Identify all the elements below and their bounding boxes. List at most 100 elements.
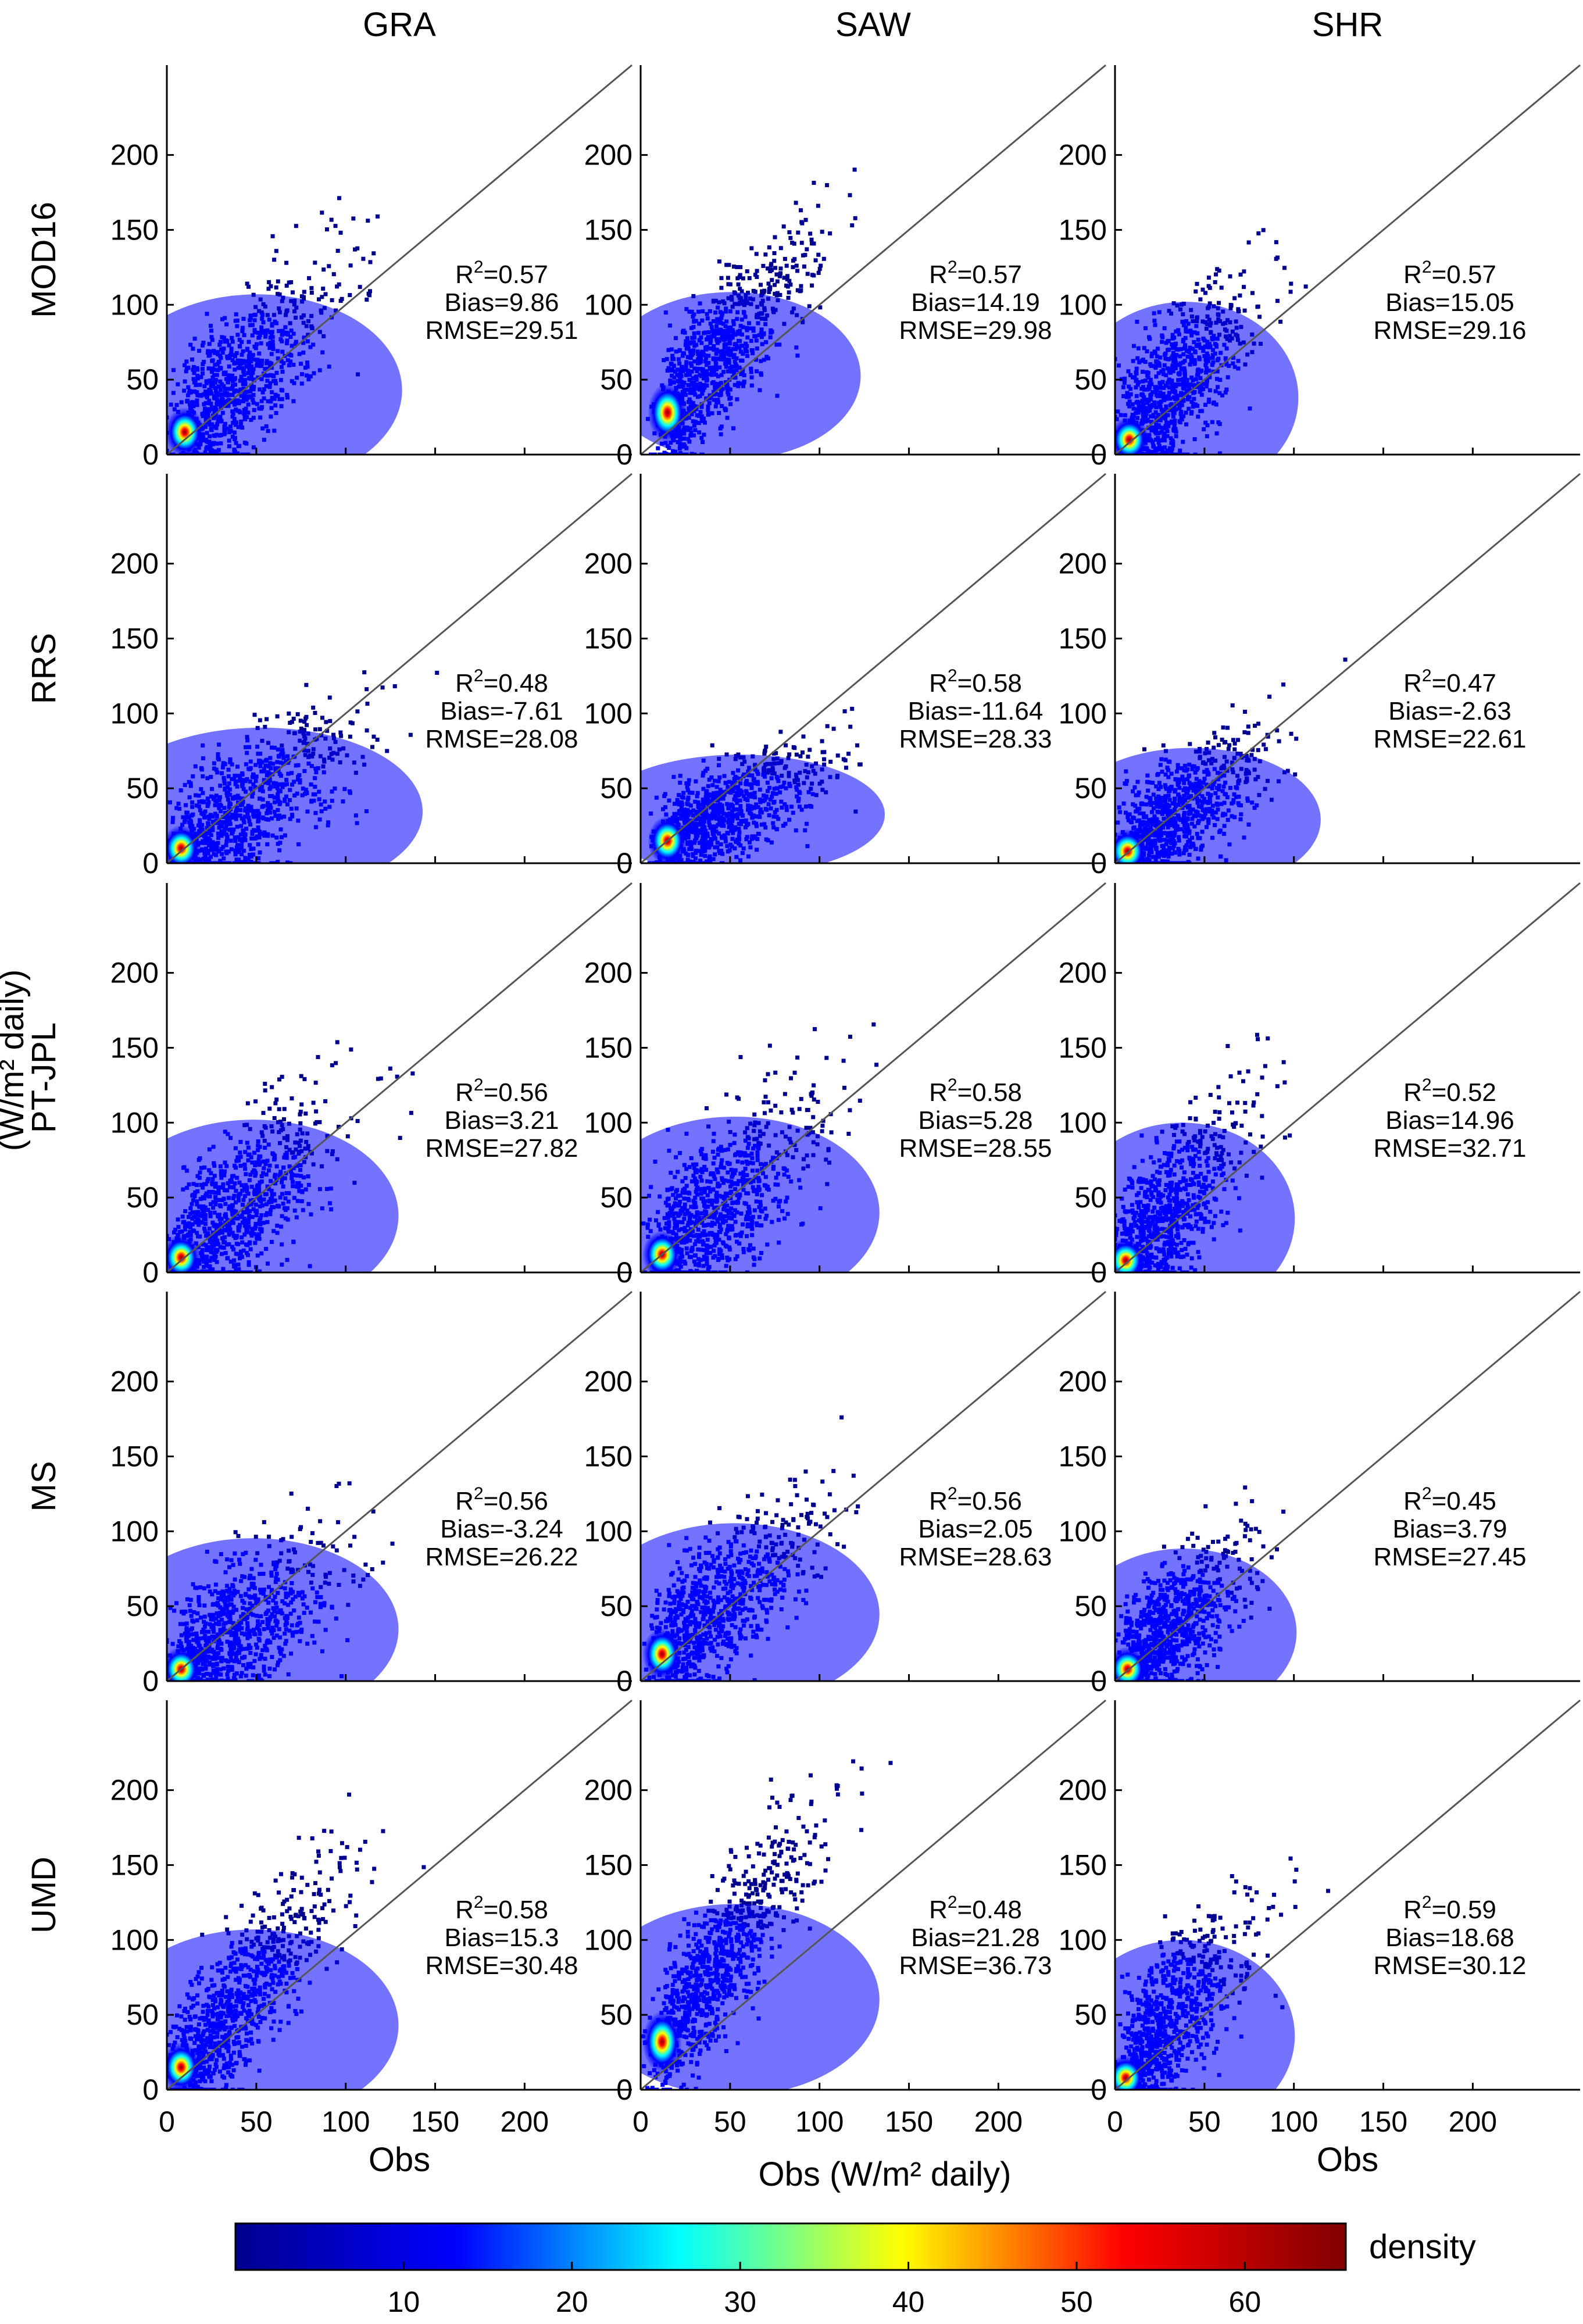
scatter-point: [338, 730, 343, 735]
scatter-point: [787, 278, 792, 283]
scatter-point: [810, 283, 814, 288]
scatter-point: [762, 288, 767, 293]
scatter-point: [805, 271, 810, 276]
scatter-point: [361, 256, 366, 261]
scatter-point: [309, 286, 314, 291]
scatter-point: [1217, 269, 1221, 273]
y-tick-label: 50: [126, 772, 159, 805]
scatter-point: [825, 183, 830, 188]
scatter-point: [800, 750, 805, 755]
scatter-point: [1203, 291, 1207, 295]
scatter-point: [331, 272, 336, 277]
scatter-point: [775, 293, 780, 298]
scatter-point: [785, 274, 790, 278]
scatter-point: [1262, 742, 1266, 747]
scatter-point: [1228, 274, 1232, 278]
scatter-point: [1289, 281, 1293, 286]
scatter-point: [337, 282, 341, 287]
scatter-point: [1200, 287, 1205, 292]
scatter-point: [835, 753, 840, 758]
r2-label: R2=0.57: [929, 258, 1022, 289]
scatter-point: [355, 246, 360, 251]
scatter-point: [803, 217, 808, 222]
one-to-one-line: [640, 64, 1106, 456]
scatter-point: [269, 284, 273, 288]
scatter-point: [291, 716, 296, 721]
scatter-point: [320, 295, 324, 299]
scatter-point: [408, 732, 413, 737]
scatter-point: [800, 221, 805, 226]
scatter-point: [333, 224, 338, 228]
scatter-point: [768, 285, 773, 289]
scatter-point: [362, 670, 367, 675]
scatter-point: [275, 714, 280, 718]
scatter-point: [731, 264, 736, 269]
scatter-point: [329, 217, 334, 222]
scatter-point: [787, 230, 792, 235]
y-tick-label: 200: [110, 139, 159, 171]
scatter-point: [822, 757, 827, 761]
scatter-point: [778, 246, 783, 251]
scatter-point: [350, 721, 355, 725]
scatter-point: [822, 762, 827, 767]
scatter-point: [778, 266, 783, 271]
scatter-point: [335, 249, 340, 253]
scatter-point: [801, 734, 806, 739]
rmse-label: RMSE=28.08: [426, 725, 578, 753]
scatter-point: [784, 743, 788, 748]
scatter-point: [307, 276, 312, 281]
scatter-point: [749, 246, 754, 251]
scatter-point: [246, 284, 251, 289]
scatter-point: [353, 247, 358, 252]
scatter-point: [371, 251, 376, 256]
scatter-point: [668, 452, 673, 455]
scatter-point: [290, 290, 295, 295]
scatter-point: [295, 712, 300, 717]
scatter-point: [764, 744, 769, 749]
scatter-point: [801, 253, 806, 258]
scatter-point: [366, 219, 370, 223]
y-tick-label: 100: [584, 697, 633, 730]
scatter-point: [724, 752, 729, 757]
one-to-one-line: [640, 473, 1106, 864]
scatter-point: [799, 208, 803, 213]
scatter-point: [392, 684, 397, 689]
y-tick-label: 200: [584, 548, 633, 580]
scatter-point: [1214, 272, 1218, 277]
scatter-point: [798, 754, 803, 759]
scatter-point: [365, 687, 369, 692]
scatter-point: [788, 283, 793, 287]
scatter-point: [385, 749, 390, 753]
scatter-point: [298, 718, 303, 723]
scatter-point: [1238, 293, 1242, 298]
y-tick-label: 50: [600, 363, 633, 396]
y-tick-label: 0: [616, 438, 633, 471]
scatter-point: [850, 706, 855, 711]
scatter-point: [717, 259, 721, 264]
one-to-one-line: [166, 473, 633, 864]
scatter-point: [1246, 240, 1251, 245]
scatter-point: [370, 745, 375, 749]
scatter-point: [287, 280, 291, 285]
scatter-point: [773, 291, 777, 296]
scatter-point: [1193, 289, 1198, 294]
scatter-point: [265, 717, 269, 721]
scatter-point: [727, 263, 731, 267]
rmse-label: RMSE=29.51: [426, 316, 578, 345]
scatter-point: [769, 262, 774, 266]
scatter-point: [1343, 657, 1348, 662]
scatter-point: [299, 727, 303, 731]
scatter-point: [1238, 272, 1243, 277]
bias-label: Bias=-7.61: [440, 697, 563, 725]
scatter-point: [809, 237, 814, 242]
scatter-point: [1282, 266, 1287, 270]
scatter-point: [321, 287, 326, 291]
scatter-point: [799, 284, 803, 288]
scatter-point: [806, 755, 810, 759]
scatter-point: [816, 270, 821, 275]
density-body: [641, 755, 885, 863]
scatter-point: [794, 201, 798, 205]
